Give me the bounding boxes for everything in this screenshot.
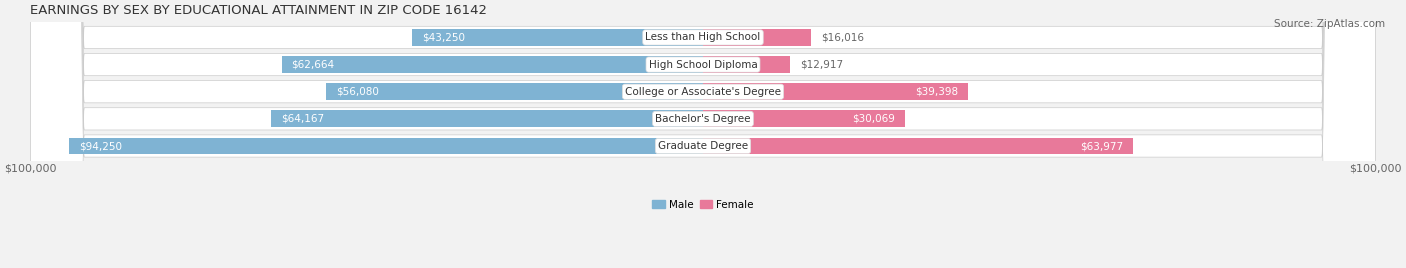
FancyBboxPatch shape — [31, 0, 1375, 268]
Text: Less than High School: Less than High School — [645, 32, 761, 42]
Text: EARNINGS BY SEX BY EDUCATIONAL ATTAINMENT IN ZIP CODE 16142: EARNINGS BY SEX BY EDUCATIONAL ATTAINMEN… — [31, 4, 488, 17]
Text: $94,250: $94,250 — [79, 141, 122, 151]
Bar — [703, 29, 811, 46]
Bar — [703, 83, 967, 100]
Text: Source: ZipAtlas.com: Source: ZipAtlas.com — [1274, 19, 1385, 29]
Text: $43,250: $43,250 — [422, 32, 465, 42]
Text: Graduate Degree: Graduate Degree — [658, 141, 748, 151]
Legend: Male, Female: Male, Female — [648, 196, 758, 214]
Text: $39,398: $39,398 — [915, 87, 957, 97]
Bar — [703, 56, 790, 73]
Text: $56,080: $56,080 — [336, 87, 378, 97]
Text: High School Diploma: High School Diploma — [648, 59, 758, 70]
Text: $30,069: $30,069 — [852, 114, 896, 124]
FancyBboxPatch shape — [31, 0, 1375, 268]
FancyBboxPatch shape — [31, 0, 1375, 268]
Text: $63,977: $63,977 — [1080, 141, 1123, 151]
Bar — [69, 137, 703, 154]
Text: Bachelor's Degree: Bachelor's Degree — [655, 114, 751, 124]
Text: $16,016: $16,016 — [821, 32, 863, 42]
Text: $64,167: $64,167 — [281, 114, 325, 124]
Text: $62,664: $62,664 — [291, 59, 335, 70]
Bar — [412, 29, 703, 46]
Bar — [281, 56, 703, 73]
Bar — [703, 137, 1133, 154]
Bar — [703, 110, 905, 127]
Bar — [271, 110, 703, 127]
FancyBboxPatch shape — [31, 0, 1375, 268]
Bar — [326, 83, 703, 100]
FancyBboxPatch shape — [31, 0, 1375, 268]
Text: College or Associate's Degree: College or Associate's Degree — [626, 87, 780, 97]
Text: $12,917: $12,917 — [800, 59, 844, 70]
